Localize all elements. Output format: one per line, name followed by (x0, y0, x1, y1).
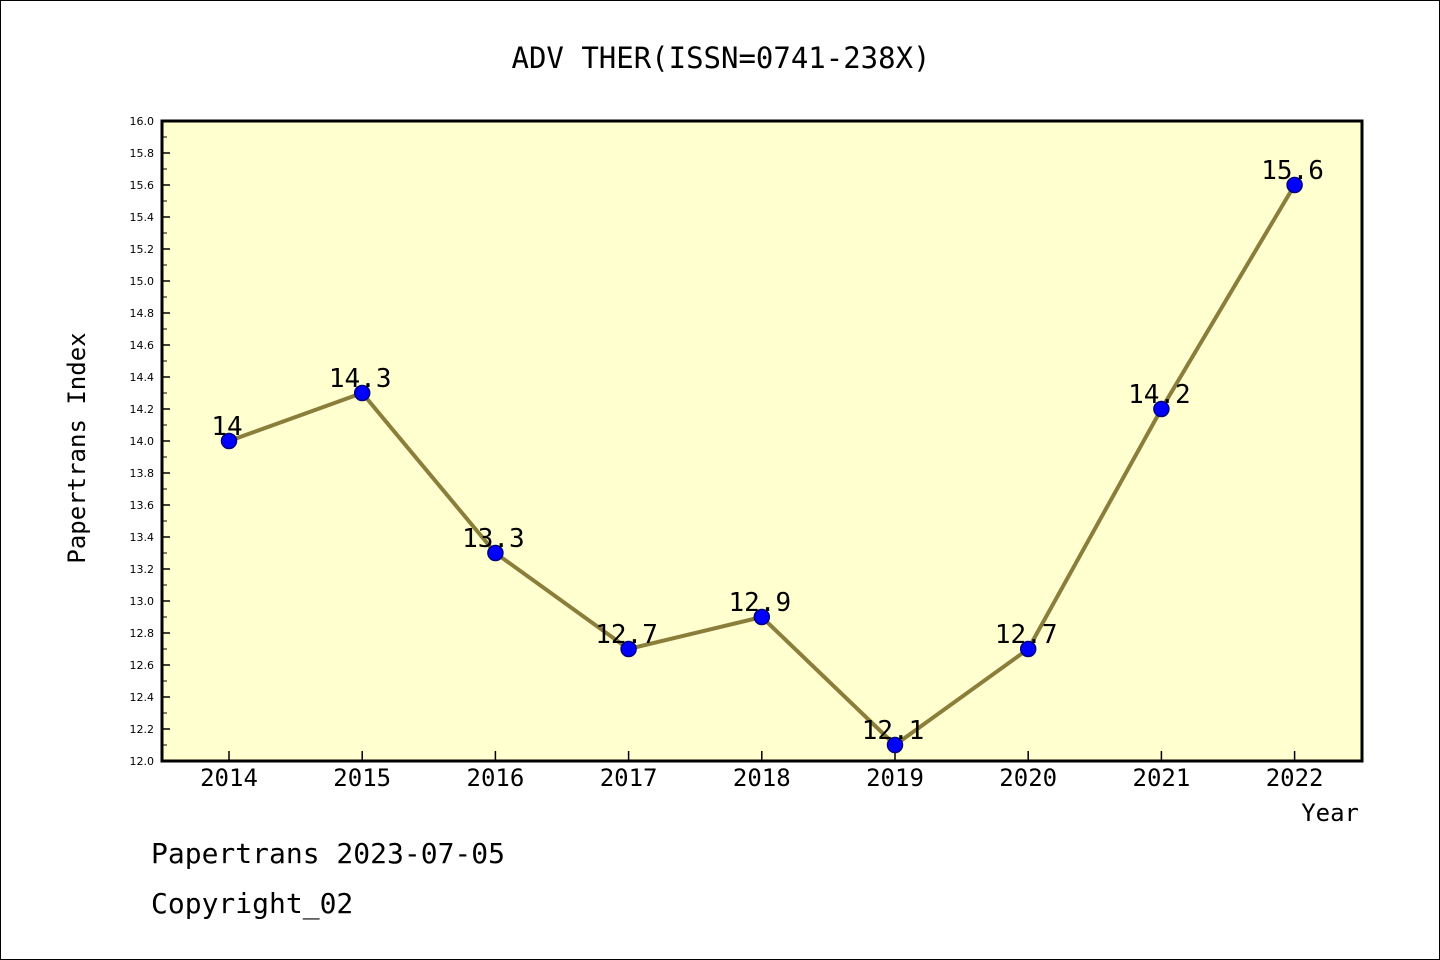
x-tick-label: 2019 (866, 764, 924, 792)
data-label-2021: 14.2 (1128, 380, 1191, 410)
y-tick-label: 12.6 (130, 659, 155, 672)
data-point-2016 (487, 544, 504, 562)
footer-date-line: Papertrans 2023-07-05 (151, 837, 506, 870)
y-tick-label: 13.0 (130, 595, 155, 608)
x-axis-label: Year (1301, 799, 1359, 827)
data-point-2017 (620, 640, 637, 658)
data-point-2022 (1286, 176, 1303, 194)
data-label-2016: 13.3 (462, 524, 525, 554)
y-tick-label: 14.0 (130, 435, 155, 448)
y-tick-label: 14.4 (130, 371, 155, 384)
data-label-2020: 12.7 (995, 620, 1058, 650)
x-tick-label: 2014 (200, 764, 258, 792)
y-tick-label: 14.6 (130, 339, 155, 352)
y-tick-label: 15.0 (130, 275, 155, 288)
x-tick-label: 2015 (333, 764, 391, 792)
footer-copyright-line: Copyright_02 (151, 887, 354, 920)
y-tick-label: 16.0 (130, 115, 155, 128)
y-tick-label: 12.2 (130, 723, 155, 736)
x-tick-label: 2020 (999, 764, 1057, 792)
chart-title: ADV THER(ISSN=0741-238X) (511, 41, 930, 75)
data-point-2015 (353, 384, 371, 402)
y-axis-label: Papertrans Index (63, 332, 91, 563)
y-tick-label: 12.8 (130, 627, 155, 640)
y-tick-label: 15.2 (130, 243, 155, 256)
y-tick-label: 13.6 (130, 499, 155, 512)
x-tick-label: 2017 (600, 764, 658, 792)
y-tick-label: 12.0 (130, 755, 155, 768)
y-tick-label: 13.4 (130, 531, 155, 544)
y-tick-label: 15.8 (130, 147, 155, 160)
y-tick-label: 15.4 (130, 211, 155, 224)
y-tick-label: 13.2 (130, 563, 155, 576)
data-point-2021 (1153, 400, 1170, 418)
data-point-2020 (1019, 640, 1037, 658)
data-labels: 14 14.3 13.3 12.7 12.9 12.1 12.7 14.2 15.6 (211, 156, 1324, 746)
y-tick-label: 14.2 (130, 403, 155, 416)
y-axis: 12.0 12.2 12.4 12.6 12.8 13.0 13.2 13.4 13.6 13.8… (130, 115, 170, 768)
data-point-2019 (886, 736, 904, 754)
data-label-2018: 12.9 (728, 588, 791, 618)
x-tick-label: 2021 (1133, 764, 1191, 792)
data-label-2014: 14 (211, 412, 242, 442)
x-tick-label: 2022 (1266, 764, 1324, 792)
x-axis: 2014 2015 2016 2017 2018 2019 2020 2021 2022 (200, 751, 1323, 792)
y-tick-label: 14.8 (130, 307, 155, 320)
data-label-2017: 12.7 (595, 620, 658, 650)
series-markers (220, 176, 1303, 754)
x-tick-label: 2018 (733, 764, 791, 792)
x-tick-label: 2016 (467, 764, 525, 792)
data-label-2022: 15.6 (1261, 156, 1324, 186)
y-tick-label: 12.4 (130, 691, 155, 704)
plot-area (160, 119, 1364, 763)
data-point-2014 (220, 432, 238, 450)
y-tick-label: 13.8 (130, 467, 155, 480)
y-tick-label: 15.6 (130, 179, 155, 192)
data-label-2019: 12.1 (862, 716, 925, 746)
data-point-2018 (753, 608, 771, 626)
data-label-2015: 14.3 (329, 364, 392, 394)
